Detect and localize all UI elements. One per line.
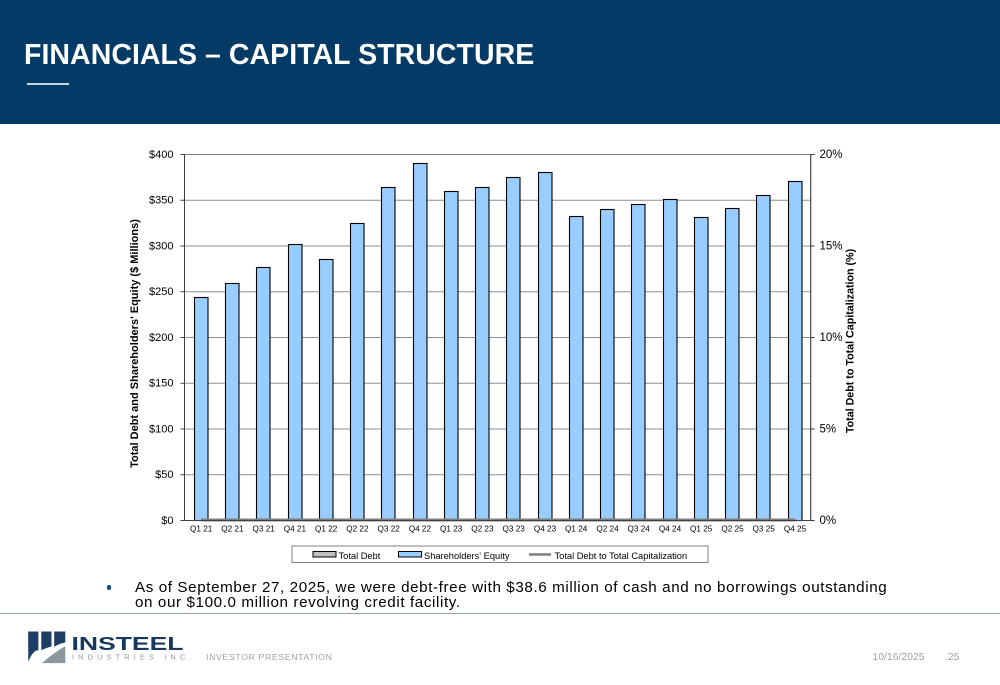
svg-text:Total Debt: Total Debt: [339, 551, 381, 561]
svg-text:$400: $400: [149, 149, 173, 161]
svg-text:Q4 21: Q4 21: [284, 525, 307, 534]
svg-text:Q1 21: Q1 21: [190, 525, 213, 534]
svg-text:5%: 5%: [820, 423, 837, 435]
svg-text:$300: $300: [149, 240, 173, 252]
svg-text:Q1 22: Q1 22: [315, 525, 338, 534]
svg-text:Q3 24: Q3 24: [628, 525, 651, 534]
svg-text:$100: $100: [149, 423, 173, 435]
svg-text:Total Debt to Total Capitaliza: Total Debt to Total Capitalization: [555, 551, 688, 561]
svg-text:INSTEEL: INSTEEL: [72, 633, 184, 654]
svg-text:Q4 24: Q4 24: [659, 525, 682, 534]
svg-text:$250: $250: [149, 286, 173, 298]
svg-text:Total Debt to Total Capitaliza: Total Debt to Total Capitalization (%): [845, 248, 857, 433]
svg-text:Q4 22: Q4 22: [409, 525, 432, 534]
svg-text:Q1 25: Q1 25: [690, 525, 713, 534]
svg-text:Q2 21: Q2 21: [221, 525, 244, 534]
svg-text:Q2 24: Q2 24: [596, 525, 619, 534]
svg-text:Q3 25: Q3 25: [753, 525, 776, 534]
svg-text:Q2 22: Q2 22: [346, 525, 369, 534]
svg-text:$50: $50: [155, 469, 173, 481]
svg-text:$150: $150: [149, 378, 173, 390]
svg-text:$200: $200: [149, 332, 173, 344]
svg-text:Q1 24: Q1 24: [565, 525, 588, 534]
svg-text:Q2 25: Q2 25: [721, 525, 744, 534]
svg-text:10%: 10%: [820, 332, 843, 344]
svg-text:Q3 22: Q3 22: [378, 525, 401, 534]
svg-text:$350: $350: [149, 195, 173, 207]
svg-text:Q4 25: Q4 25: [784, 525, 807, 534]
svg-text:Shareholders' Equity: Shareholders' Equity: [424, 551, 510, 561]
svg-text:Q4 23: Q4 23: [534, 525, 557, 534]
svg-text:0%: 0%: [820, 515, 837, 527]
svg-text:Q2 23: Q2 23: [471, 525, 494, 534]
svg-text:15%: 15%: [820, 240, 843, 252]
svg-text:$0: $0: [161, 515, 173, 527]
svg-text:Q3 23: Q3 23: [503, 525, 526, 534]
svg-text:20%: 20%: [820, 149, 843, 161]
svg-text:Total Debt and Shareholders' E: Total Debt and Shareholders' Equity ($ M…: [129, 219, 141, 468]
svg-text:INDUSTRIES INC.: INDUSTRIES INC.: [72, 653, 191, 662]
svg-text:Q1 23: Q1 23: [440, 525, 463, 534]
svg-text:Q3 21: Q3 21: [253, 525, 276, 534]
